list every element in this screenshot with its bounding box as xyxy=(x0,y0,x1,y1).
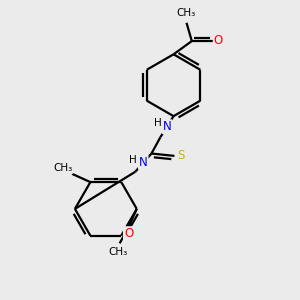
Text: N: N xyxy=(163,120,172,133)
Text: CH₃: CH₃ xyxy=(176,8,196,18)
Text: CH₃: CH₃ xyxy=(109,247,128,256)
Text: O: O xyxy=(124,227,133,240)
Text: O: O xyxy=(214,34,223,47)
Text: N: N xyxy=(139,156,148,169)
Text: H: H xyxy=(154,118,162,128)
Text: H: H xyxy=(129,155,137,165)
Text: CH₃: CH₃ xyxy=(53,163,72,173)
Text: S: S xyxy=(177,149,184,162)
